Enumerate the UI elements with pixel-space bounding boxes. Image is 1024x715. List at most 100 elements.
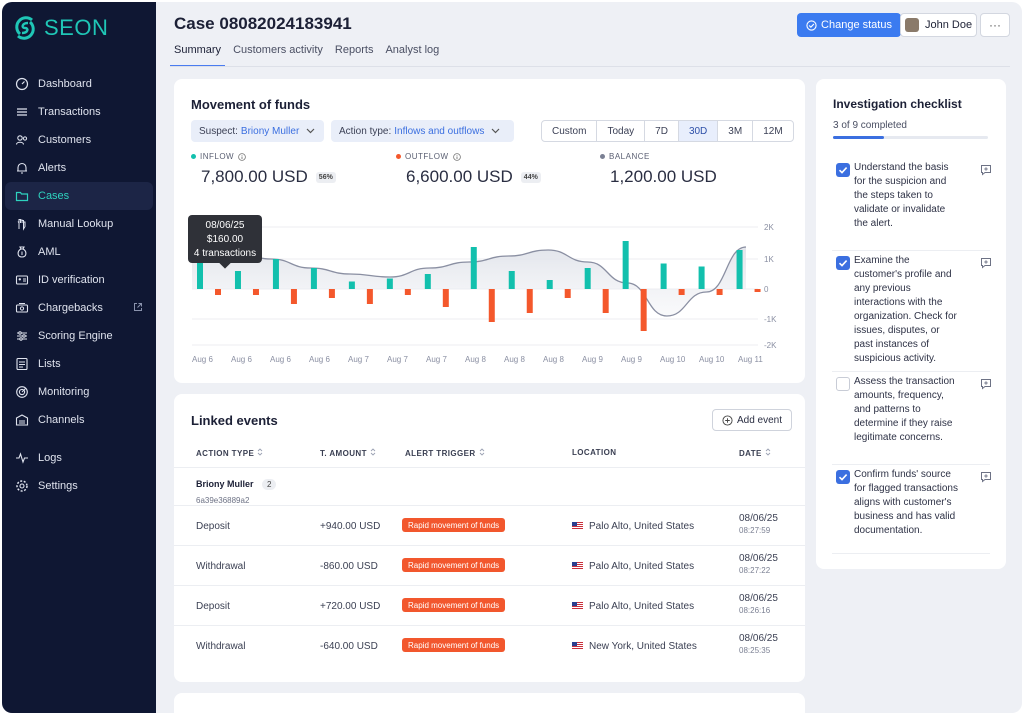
table-row[interactable]: Withdrawal -640.00 USD Rapid movement of f… xyxy=(174,625,805,665)
tab-reports[interactable]: Reports xyxy=(334,44,374,56)
inflow-bar[interactable] xyxy=(584,268,591,289)
checklist-checkbox[interactable] xyxy=(836,163,850,177)
outflow-bar[interactable] xyxy=(328,289,335,298)
table-header xyxy=(174,74,805,84)
checklist-item-text: Examine the customer's profile and any p… xyxy=(854,255,957,364)
outflow-bar[interactable] xyxy=(404,289,411,295)
outflow-bar[interactable] xyxy=(442,289,449,307)
outflow-bar[interactable] xyxy=(290,289,297,304)
tab-analyst-log[interactable]: Analyst log xyxy=(385,44,440,56)
checklist-checkbox[interactable] xyxy=(836,470,850,484)
inflow-bar[interactable] xyxy=(386,278,393,290)
outflow-bar[interactable] xyxy=(754,289,761,292)
sidebar-item-scoring-engine[interactable]: Scoring Engine xyxy=(5,322,153,350)
table-row[interactable]: Withdrawal -860.00 USD Rapid movement of f… xyxy=(174,545,805,585)
assignee-button[interactable]: John Doe xyxy=(900,13,977,37)
group-count-badge: 2 xyxy=(261,479,277,490)
action-type-cell: Deposit xyxy=(196,521,230,532)
column-header-alert-trigger[interactable]: ALERT TRIGGER xyxy=(405,448,485,458)
change-status-button[interactable]: Change status xyxy=(797,13,901,37)
balance-value: 1,200.00 USD xyxy=(610,167,717,186)
outflow-bar[interactable] xyxy=(602,289,609,313)
inflow-bar[interactable] xyxy=(348,281,355,290)
range-today[interactable]: Today xyxy=(597,121,646,141)
tabs-divider xyxy=(170,66,1010,67)
inflow-stat: INFLOW 7,800.00 USD 56% xyxy=(191,152,336,187)
outflow-bar[interactable] xyxy=(678,289,685,295)
outflow-bar[interactable] xyxy=(526,289,533,313)
add-comment-icon[interactable] xyxy=(980,256,992,274)
inflow-bar[interactable] xyxy=(698,266,705,290)
info-icon[interactable] xyxy=(238,152,246,161)
group-row[interactable]: Briony Muller 2 6a39e36889a2 xyxy=(196,474,277,505)
sort-icon xyxy=(370,448,376,458)
table-row[interactable]: Deposit +720.00 USD Rapid movement of fund… xyxy=(174,585,805,625)
sidebar-item-transactions[interactable]: Transactions xyxy=(5,98,153,126)
check-circle-icon xyxy=(806,19,817,31)
location-cell: Palo Alto, United States xyxy=(572,601,694,612)
sidebar-item-id-verification[interactable]: ID verification xyxy=(5,266,153,294)
action-type-filter[interactable]: Action type: Inflows and outflows xyxy=(331,120,514,142)
sidebar-item-lists[interactable]: Lists xyxy=(5,350,153,378)
sidebar-item-alerts[interactable]: Alerts xyxy=(5,154,153,182)
sidebar-item-logs[interactable]: Logs xyxy=(5,444,153,472)
add-comment-icon[interactable] xyxy=(980,470,992,488)
assignee-name: John Doe xyxy=(925,19,973,31)
range-12m[interactable]: 12M xyxy=(763,125,783,137)
sort-icon xyxy=(257,448,263,458)
inflow-bar[interactable] xyxy=(660,263,667,290)
sidebar-item-channels[interactable]: Channels xyxy=(5,406,153,434)
sidebar-item-settings[interactable]: Settings xyxy=(5,472,153,500)
inflow-bar[interactable] xyxy=(736,250,743,289)
column-header-action-type[interactable]: ACTION TYPE xyxy=(196,448,263,458)
sidebar-item-cases[interactable]: Cases xyxy=(5,182,153,210)
inflow-bar[interactable] xyxy=(310,268,317,289)
inflow-bar[interactable] xyxy=(424,274,431,289)
inflow-dot xyxy=(191,154,196,159)
checklist-checkbox[interactable] xyxy=(836,377,850,391)
range-3m[interactable]: 3M xyxy=(718,121,754,141)
range-7d[interactable]: 7D xyxy=(645,121,679,141)
sidebar-item-chargebacks[interactable]: Chargebacks xyxy=(5,294,153,322)
sidebar-item-aml[interactable]: AML xyxy=(5,238,153,266)
checkmark-icon xyxy=(838,260,848,267)
outflow-bar[interactable] xyxy=(366,289,373,304)
range-30d[interactable]: 30D xyxy=(678,121,719,141)
add-comment-icon[interactable] xyxy=(980,163,992,181)
column-header-t-amount[interactable]: T. AMOUNT xyxy=(320,448,376,458)
tab-customers-activity[interactable]: Customers activity xyxy=(233,44,323,56)
bell-icon xyxy=(15,161,29,175)
seon-logo[interactable]: SEON xyxy=(12,14,108,42)
more-icon: ··· xyxy=(989,18,1001,32)
sidebar-item-dashboard[interactable]: Dashboard xyxy=(5,70,153,98)
sidebar-item-monitoring[interactable]: Monitoring xyxy=(5,378,153,406)
add-event-button[interactable]: Add event xyxy=(712,409,792,431)
x-tick-label: Aug 6 xyxy=(309,355,330,364)
info-icon[interactable] xyxy=(452,152,461,161)
outflow-bar[interactable] xyxy=(252,289,259,295)
outflow-bar[interactable] xyxy=(716,289,723,295)
more-options-button[interactable]: ··· xyxy=(980,13,1010,37)
inflow-bar[interactable] xyxy=(622,241,629,289)
table-row[interactable]: Deposit +940.00 USD Rapid movement of fund… xyxy=(174,505,805,545)
inflow-bar[interactable] xyxy=(470,247,477,289)
sidebar-item-customers[interactable]: Customers xyxy=(5,126,153,154)
range-custom[interactable]: Custom xyxy=(542,121,598,141)
outflow-bar[interactable] xyxy=(488,289,495,322)
column-header-date[interactable]: DATE xyxy=(739,448,771,458)
next-card xyxy=(174,693,805,713)
inflow-bar[interactable] xyxy=(508,271,515,289)
sidebar-item-manual-lookup[interactable]: Manual Lookup xyxy=(5,210,153,238)
inflow-bar[interactable] xyxy=(546,280,553,289)
tab-summary[interactable]: Summary xyxy=(170,42,226,67)
inflow-bar[interactable] xyxy=(272,259,279,289)
outflow-bar[interactable] xyxy=(564,289,571,298)
suspect-filter[interactable]: Suspect: Briony Muller xyxy=(191,120,324,142)
outflow-bar[interactable] xyxy=(640,289,647,331)
outflow-bar[interactable] xyxy=(215,289,221,295)
monitoring-icon xyxy=(15,385,29,399)
inflow-bar[interactable] xyxy=(234,271,241,289)
add-comment-icon[interactable] xyxy=(980,377,992,395)
checklist-checkbox[interactable] xyxy=(836,256,850,270)
inflow-bar[interactable] xyxy=(197,256,203,289)
